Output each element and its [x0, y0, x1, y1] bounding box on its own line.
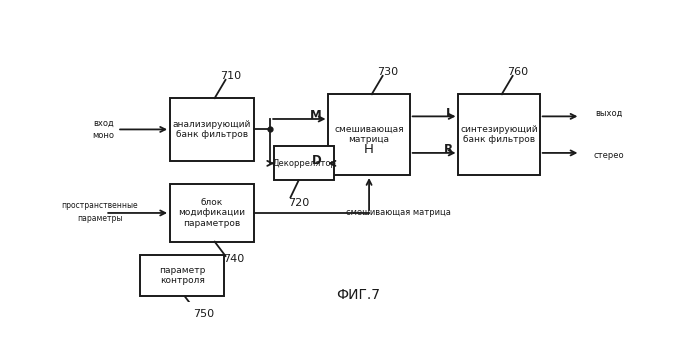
- Text: 740: 740: [223, 255, 244, 264]
- Text: вход: вход: [93, 118, 114, 127]
- Bar: [459, 94, 540, 175]
- Text: параметр
контроля: параметр контроля: [159, 266, 206, 285]
- Text: Декоррелятор: Декоррелятор: [272, 159, 336, 168]
- Bar: [170, 98, 254, 161]
- Text: M: M: [310, 109, 322, 122]
- Text: 760: 760: [507, 67, 528, 77]
- Bar: [170, 184, 254, 242]
- Bar: [329, 94, 410, 175]
- Text: R: R: [444, 143, 453, 156]
- Text: 750: 750: [194, 309, 215, 319]
- Text: параметры: параметры: [77, 214, 122, 223]
- Text: смешивающая матрица: смешивающая матрица: [347, 208, 452, 217]
- Text: стерео: стерео: [593, 151, 624, 160]
- Text: моно: моно: [93, 132, 115, 140]
- Text: ФИГ.7: ФИГ.7: [336, 288, 380, 302]
- Text: блок
модификации
параметров: блок модификации параметров: [178, 198, 245, 228]
- Text: анализирующий
банк фильтров: анализирующий банк фильтров: [173, 120, 251, 139]
- Text: 710: 710: [220, 71, 241, 81]
- Text: D: D: [312, 154, 322, 167]
- Bar: [274, 146, 334, 180]
- Text: 720: 720: [288, 198, 309, 207]
- Text: выход: выход: [595, 109, 622, 118]
- Text: синтезирующий
банк фильтров: синтезирующий банк фильтров: [460, 125, 538, 144]
- Text: смешивающая
матрица: смешивающая матрица: [334, 125, 404, 144]
- Bar: [140, 255, 224, 297]
- Text: H: H: [364, 142, 374, 156]
- Text: L: L: [445, 107, 453, 120]
- Text: пространственные: пространственные: [62, 201, 138, 210]
- Text: 730: 730: [377, 67, 398, 77]
